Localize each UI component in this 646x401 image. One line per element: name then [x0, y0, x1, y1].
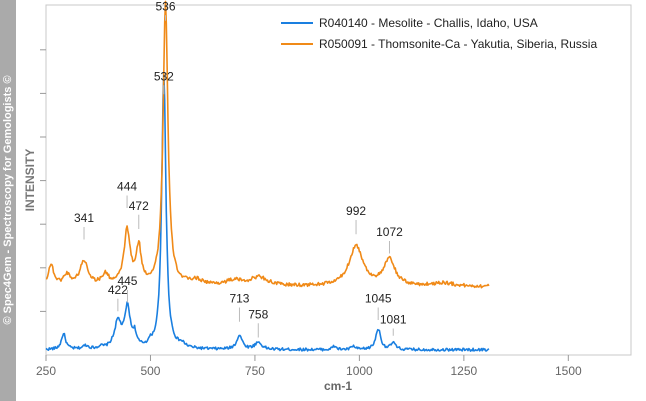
peak-label: 536: [155, 0, 175, 13]
legend-label-2: R050091 - Thomsonite-Ca - Yakutia, Siber…: [319, 37, 597, 51]
peak-label: 341: [74, 211, 94, 225]
y-axis-ticks: [40, 49, 46, 312]
peak-label: 444: [117, 180, 137, 194]
series-line-2: [45, 0, 490, 289]
peak-label: 758: [248, 307, 268, 321]
x-axis: 250 500 750 1000 1250 1500: [36, 355, 582, 378]
x-axis-label: cm-1: [324, 379, 352, 393]
peak-label: 1072: [376, 225, 403, 239]
series-line-1: [45, 71, 490, 352]
peak-label: 1081: [380, 313, 407, 327]
peak-label: 992: [346, 204, 366, 218]
x-tick-label: 1000: [346, 364, 373, 378]
x-tick-label: 1500: [555, 364, 582, 378]
x-tick-label: 500: [140, 364, 160, 378]
series-layer: [45, 0, 490, 352]
legend-label-1: R040140 - Mesolite - Challis, Idaho, USA: [319, 16, 538, 30]
peak-label: 422: [108, 283, 128, 297]
peak-label: 1045: [365, 292, 392, 306]
x-tick-label: 1250: [451, 364, 478, 378]
plot-frame: [45, 4, 632, 356]
peak-label: 532: [154, 69, 174, 83]
y-axis-label: INTENSITY: [23, 149, 37, 212]
x-tick-label: 750: [245, 364, 265, 378]
x-tick-label: 250: [36, 364, 56, 378]
legend: R040140 - Mesolite - Challis, Idaho, USA…: [281, 16, 597, 51]
copyright-sidebar: © Spec4Gem - Spectroscopy for Gemologist…: [0, 0, 16, 401]
peak-label: 713: [229, 292, 249, 306]
peak-label: 472: [129, 199, 149, 213]
peak-label: 445: [117, 274, 137, 288]
